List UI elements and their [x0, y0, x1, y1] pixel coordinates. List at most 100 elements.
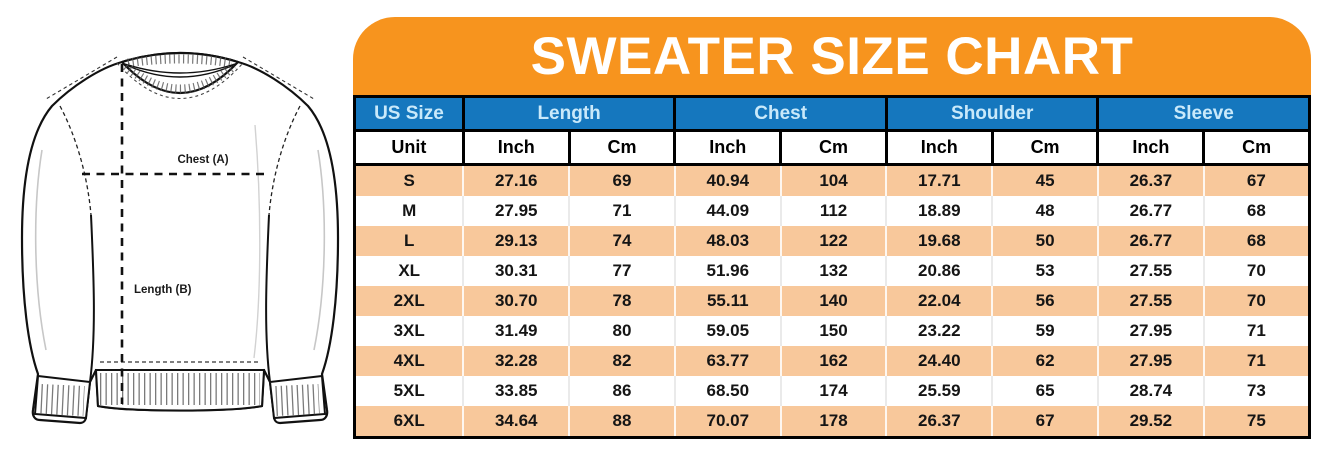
value-cell: 65 — [992, 376, 1099, 406]
value-cell: 22.04 — [886, 286, 994, 316]
size-cell: S — [354, 164, 465, 196]
col-group-chest: Chest — [673, 95, 888, 132]
col-group-us-size: US Size — [353, 95, 465, 132]
value-cell: 68 — [1203, 196, 1310, 226]
table-row: 5XL 33.85 86 68.50 174 25.59 65 28.74 73 — [354, 376, 1310, 406]
table-row: 4XL 32.28 82 63.77 162 24.40 62 27.95 71 — [354, 346, 1310, 376]
size-cell: 2XL — [354, 286, 465, 316]
value-cell: 48 — [992, 196, 1099, 226]
value-cell: 27.55 — [1097, 256, 1205, 286]
size-cell: 6XL — [354, 406, 465, 438]
value-cell: 68 — [1203, 226, 1310, 256]
value-cell: 27.16 — [463, 164, 571, 196]
value-cell: 26.77 — [1097, 196, 1205, 226]
value-cell: 73 — [1203, 376, 1310, 406]
value-cell: 140 — [780, 286, 888, 316]
value-cell: 77 — [569, 256, 676, 286]
value-cell: 27.95 — [1097, 316, 1205, 346]
page-title: SWEATER SIZE CHART — [530, 26, 1134, 86]
value-cell: 178 — [780, 406, 888, 438]
value-cell: 56 — [992, 286, 1099, 316]
value-cell: 26.37 — [886, 406, 994, 438]
value-cell: 69 — [569, 164, 676, 196]
unit-header-row: Unit Inch Cm Inch Cm Inch Cm Inch Cm — [353, 129, 1311, 166]
left-armhole-dashed — [59, 105, 92, 216]
right-shoulder-dashed — [242, 56, 315, 100]
table-row: L 29.13 74 48.03 122 19.68 50 26.77 68 — [354, 226, 1310, 256]
value-cell: 70.07 — [674, 406, 782, 438]
value-cell: 71 — [1203, 346, 1310, 376]
value-cell: 30.70 — [463, 286, 571, 316]
value-cell: 26.77 — [1097, 226, 1205, 256]
value-cell: 104 — [780, 164, 888, 196]
table-row: 3XL 31.49 80 59.05 150 23.22 59 27.95 71 — [354, 316, 1310, 346]
value-cell: 68.50 — [674, 376, 782, 406]
unit-header: Cm — [990, 129, 1100, 166]
value-cell: 23.22 — [886, 316, 994, 346]
value-cell: 17.71 — [886, 164, 994, 196]
value-cell: 162 — [780, 346, 888, 376]
value-cell: 31.49 — [463, 316, 571, 346]
value-cell: 67 — [1203, 164, 1310, 196]
col-group-sleeve: Sleeve — [1096, 95, 1311, 132]
value-cell: 75 — [1203, 406, 1310, 438]
unit-header: Cm — [567, 129, 677, 166]
sweater-diagram: Chest (A) Length (B) — [20, 51, 340, 425]
value-cell: 40.94 — [674, 164, 782, 196]
value-cell: 30.31 — [463, 256, 571, 286]
value-cell: 29.52 — [1097, 406, 1205, 438]
table-row: M 27.95 71 44.09 112 18.89 48 26.77 68 — [354, 196, 1310, 226]
unit-header: Unit — [353, 129, 465, 166]
col-group-shoulder: Shoulder — [884, 95, 1100, 132]
value-cell: 32.28 — [463, 346, 571, 376]
value-cell: 19.68 — [886, 226, 994, 256]
value-cell: 27.55 — [1097, 286, 1205, 316]
value-cell: 33.85 — [463, 376, 571, 406]
collar-ribbing-lower — [123, 62, 237, 94]
right-cuff-ribbing — [275, 384, 320, 416]
value-cell: 51.96 — [674, 256, 782, 286]
size-cell: 5XL — [354, 376, 465, 406]
left-cuff-ribbing — [40, 384, 85, 416]
value-cell: 88 — [569, 406, 676, 438]
table-row: XL 30.31 77 51.96 132 20.86 53 27.55 70 — [354, 256, 1310, 286]
value-cell: 132 — [780, 256, 888, 286]
value-cell: 26.37 — [1097, 164, 1205, 196]
value-cell: 28.74 — [1097, 376, 1205, 406]
value-cell: 45 — [992, 164, 1099, 196]
value-cell: 122 — [780, 226, 888, 256]
table-row: 6XL 34.64 88 70.07 178 26.37 67 29.52 75 — [354, 406, 1310, 438]
value-cell: 78 — [569, 286, 676, 316]
size-cell: M — [354, 196, 465, 226]
group-header-row: US Size Length Chest Shoulder Sleeve — [353, 95, 1311, 132]
chest-label: Chest (A) — [177, 154, 228, 166]
value-cell: 80 — [569, 316, 676, 346]
value-cell: 24.40 — [886, 346, 994, 376]
value-cell: 53 — [992, 256, 1099, 286]
size-cell: XL — [354, 256, 465, 286]
unit-header: Inch — [1096, 129, 1206, 166]
right-sleeve-fold — [313, 149, 326, 351]
value-cell: 27.95 — [1097, 346, 1205, 376]
title-banner: SWEATER SIZE CHART — [353, 17, 1311, 95]
size-cell: L — [354, 226, 465, 256]
collar-midline-1 — [124, 63, 236, 74]
value-cell: 150 — [780, 316, 888, 346]
col-group-length: Length — [461, 95, 677, 132]
value-cell: 20.86 — [886, 256, 994, 286]
sweater-outline — [20, 51, 340, 425]
table-row: S 27.16 69 40.94 104 17.71 45 26.37 67 — [354, 164, 1310, 196]
left-sleeve-fold — [34, 149, 47, 351]
size-cell: 3XL — [354, 316, 465, 346]
unit-header: Cm — [779, 129, 888, 166]
value-cell: 48.03 — [674, 226, 782, 256]
value-cell: 27.95 — [463, 196, 571, 226]
value-cell: 112 — [780, 196, 888, 226]
value-cell: 59 — [992, 316, 1099, 346]
unit-header: Inch — [461, 129, 571, 166]
value-cell: 63.77 — [674, 346, 782, 376]
value-cell: 82 — [569, 346, 676, 376]
unit-header: Inch — [673, 129, 783, 166]
value-cell: 71 — [569, 196, 676, 226]
unit-header: Inch — [884, 129, 994, 166]
